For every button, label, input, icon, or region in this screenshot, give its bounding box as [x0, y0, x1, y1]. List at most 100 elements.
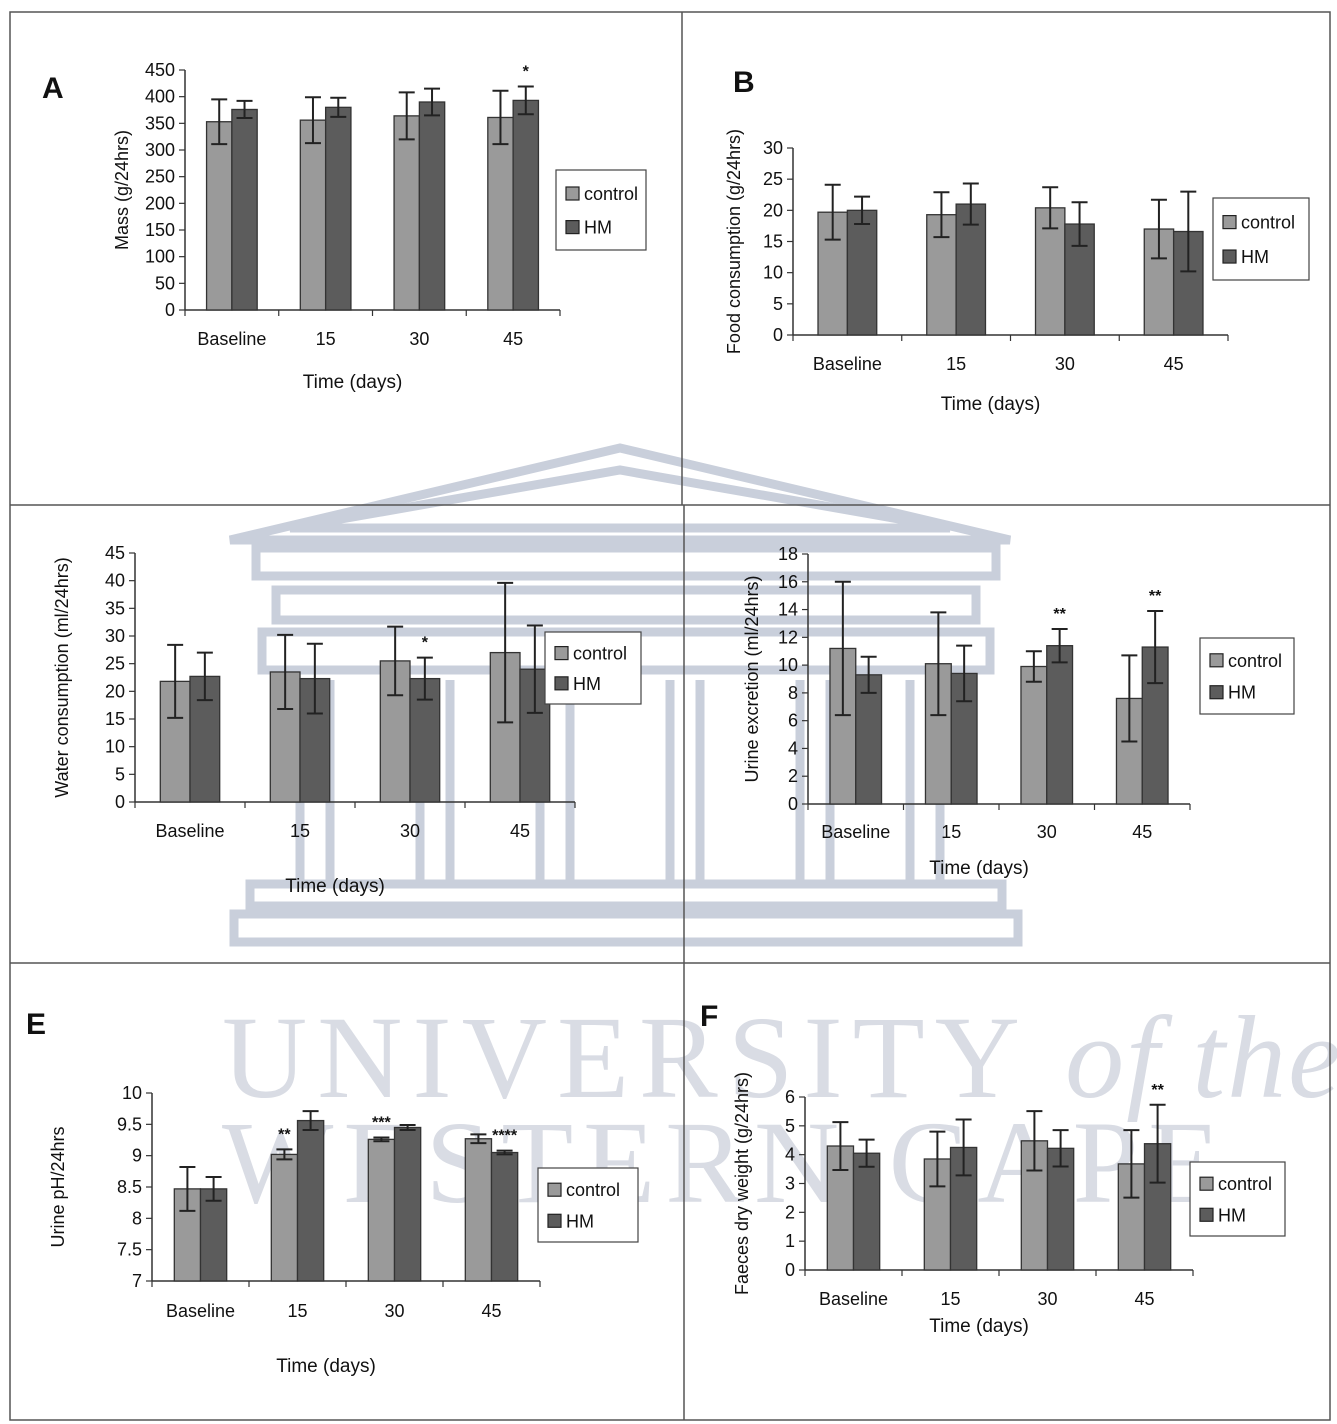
x-tick-label: 15 [290, 821, 310, 841]
y-tick-label: 300 [145, 140, 175, 160]
y-tick-label: 5 [785, 1116, 795, 1136]
bar-control-45 [464, 1138, 493, 1282]
y-tick-label: 6 [785, 1087, 795, 1107]
y-tick-label: 7.5 [117, 1240, 142, 1260]
y-tick-label: 50 [155, 273, 175, 293]
y-tick-label: 10 [763, 263, 783, 283]
bar-control-30 [367, 1138, 396, 1282]
y-tick-label: 10 [105, 737, 125, 757]
x-tick-label: 45 [481, 1301, 501, 1321]
y-tick-label: 3 [785, 1174, 795, 1194]
bar-hm-baseline [231, 108, 258, 311]
chart-panel-b: B 0 5 10 15 20 25 30 Baseline 15 30 45 control HM Time… [724, 66, 1310, 415]
chart-legend: control HM [1189, 1161, 1286, 1237]
significance-marker: * [523, 64, 530, 81]
y-axis-title: Urine pH/24hrs [48, 1126, 68, 1247]
bar-control-15 [299, 119, 327, 311]
y-tick-label: 0 [115, 792, 125, 812]
y-tick-label: 450 [145, 60, 175, 80]
panel-letter: E [26, 1008, 46, 1041]
y-tick-label: 18 [778, 544, 798, 564]
x-axis-title: Time (days) [929, 1316, 1029, 1337]
legend-box [537, 1167, 639, 1243]
y-tick-label: 0 [165, 300, 175, 320]
bar-hm-30 [1046, 1147, 1075, 1271]
y-tick-label: 25 [763, 169, 783, 189]
bar-hm-45 [512, 99, 540, 311]
x-axis-title: Time (days) [276, 1356, 376, 1377]
y-axis-title: Food consumption (g/24hrs) [724, 129, 744, 354]
chart-legend: control HM [544, 631, 642, 705]
significance-marker: * [422, 635, 429, 652]
legend-label-control: control [584, 184, 638, 204]
x-tick-label: 15 [287, 1301, 307, 1321]
x-tick-label: 15 [940, 1289, 960, 1309]
bar-control-15 [923, 1158, 952, 1271]
legend-box [1212, 197, 1310, 281]
y-tick-label: 7 [132, 1271, 142, 1291]
bar-control-30 [393, 115, 421, 311]
y-tick-label: 1 [785, 1231, 795, 1251]
x-tick-label: 30 [400, 821, 420, 841]
y-tick-label: 30 [763, 138, 783, 158]
legend-box [1189, 1161, 1286, 1237]
y-tick-label: 4 [788, 738, 798, 758]
y-axis-title: Water consumption (ml/24hrs) [52, 557, 72, 797]
bar-hm-15 [324, 106, 352, 311]
bar-hm-baseline [855, 674, 883, 805]
legend-swatch-hm [565, 220, 580, 235]
legend-swatch-hm [554, 676, 569, 691]
significance-marker: ** [278, 1126, 291, 1143]
y-axis-title: Mass (g/24hrs) [112, 130, 132, 250]
y-tick-label: 8.5 [117, 1177, 142, 1197]
y-tick-label: 2 [788, 766, 798, 786]
y-tick-label: 35 [105, 598, 125, 618]
bar-hm-30 [1046, 645, 1074, 805]
legend-box [555, 169, 647, 251]
y-axis-title: Faeces dry weight (g/24hrs) [732, 1072, 752, 1295]
y-tick-label: 10 [778, 655, 798, 675]
legend-swatch-control [547, 1182, 562, 1197]
legend-swatch-control [554, 645, 569, 661]
chart-legend: control HM [537, 1167, 639, 1243]
y-tick-label: 200 [145, 193, 175, 213]
y-tick-label: 0 [773, 325, 783, 345]
bar-hm-45 [490, 1151, 519, 1282]
x-tick-label: 30 [1037, 822, 1057, 842]
y-tick-label: 8 [788, 683, 798, 703]
legend-label-hm: HM [584, 218, 612, 238]
x-tick-label: 45 [1134, 1289, 1154, 1309]
bar-hm-baseline [852, 1152, 881, 1271]
x-tick-label: Baseline [155, 821, 224, 841]
y-tick-label: 9.5 [117, 1114, 142, 1134]
bar-hm-30 [418, 101, 446, 311]
legend-label-hm: HM [573, 674, 601, 694]
y-tick-label: 8 [132, 1208, 142, 1228]
x-tick-label: Baseline [197, 329, 266, 349]
y-tick-label: 6 [788, 711, 798, 731]
bar-control-15 [270, 1153, 299, 1282]
x-axis-title: Time (days) [941, 394, 1041, 415]
significance-marker: **** [492, 1128, 518, 1145]
bar-control-45 [487, 116, 514, 311]
y-tick-label: 4 [785, 1145, 795, 1165]
y-tick-label: 12 [778, 627, 798, 647]
legend-label-control: control [573, 644, 627, 664]
y-axis-title: Urine excretion (ml/24hrs) [742, 575, 762, 782]
y-tick-label: 45 [105, 543, 125, 563]
x-tick-label: 45 [503, 329, 523, 349]
y-tick-label: 2 [785, 1202, 795, 1222]
chart-legend: control HM [555, 169, 647, 251]
x-tick-label: Baseline [821, 822, 890, 842]
legend-box [1199, 637, 1295, 715]
significance-marker: ** [1149, 588, 1162, 605]
panel-letter: B [733, 66, 755, 99]
x-tick-label: Baseline [813, 354, 882, 374]
x-tick-label: 45 [1132, 822, 1152, 842]
bar-hm-baseline [846, 209, 878, 336]
y-tick-label: 350 [145, 113, 175, 133]
y-tick-label: 30 [105, 626, 125, 646]
